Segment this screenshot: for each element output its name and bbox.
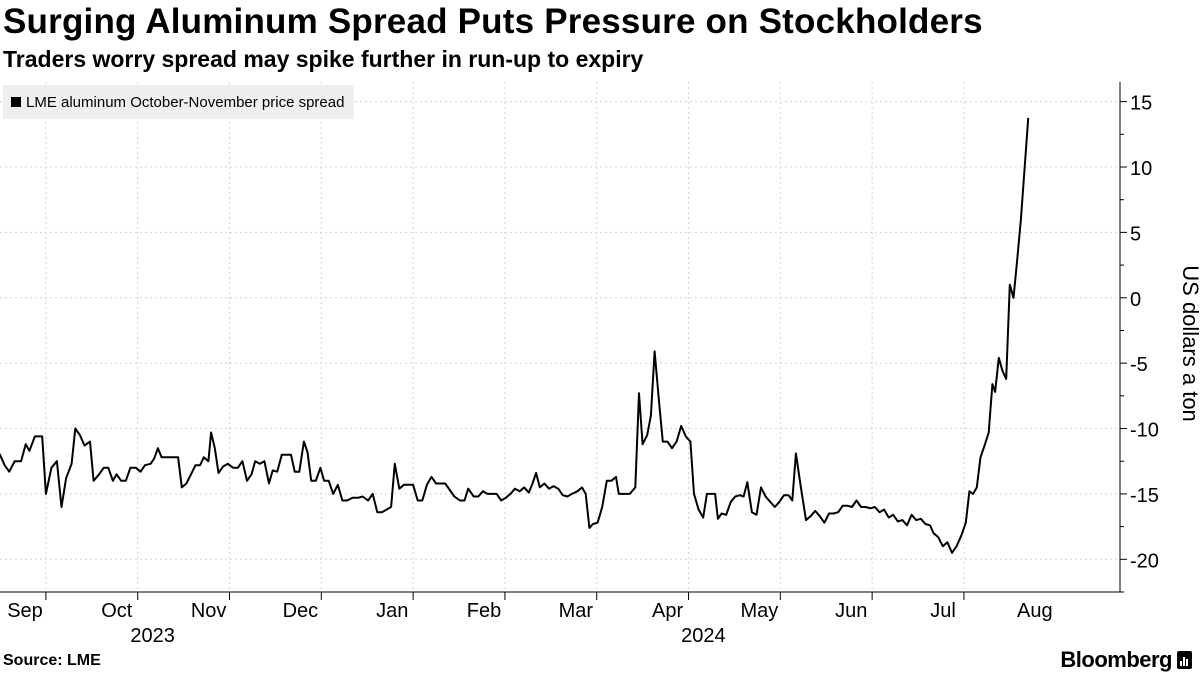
bloomberg-bars-icon (1177, 651, 1192, 669)
x-tick-label: Dec (283, 600, 319, 622)
brand-name: Bloomberg (1060, 647, 1172, 672)
x-tick-label: Apr (652, 600, 683, 622)
x-tick-label: Jul (930, 600, 956, 622)
y-tick-label: -15 (1130, 485, 1159, 507)
brand-logo: Bloomberg (1060, 647, 1192, 673)
y-tick-label: -20 (1130, 550, 1159, 572)
x-tick-label: Jan (376, 600, 408, 622)
x-tick-label: Aug (1017, 600, 1053, 622)
x-tick-label: Sep (7, 600, 43, 622)
year-label: 2024 (681, 625, 726, 647)
price-spread-line (0, 117, 1030, 554)
x-tick-label: May (741, 600, 779, 622)
source-note: Source: LME (3, 652, 101, 669)
y-tick-label: 0 (1130, 289, 1141, 311)
x-tick-label: Mar (559, 600, 594, 622)
chart-subtitle: Traders worry spread may spike further i… (3, 46, 644, 72)
x-tick-label: Feb (467, 600, 501, 622)
y-tick-label: -5 (1130, 354, 1148, 376)
y-tick-label: 15 (1130, 93, 1152, 115)
chart-title: Surging Aluminum Spread Puts Pressure on… (3, 2, 983, 41)
x-tick-label: Jun (835, 600, 867, 622)
y-axis-label: US dollars a ton (1178, 265, 1200, 422)
y-tick-label: 10 (1130, 158, 1152, 180)
x-tick-label: Oct (101, 600, 133, 622)
legend-swatch-icon (11, 97, 21, 107)
x-tick-label: Nov (191, 600, 227, 622)
year-label: 2023 (130, 625, 175, 647)
legend-label: LME aluminum October-November price spre… (26, 93, 345, 111)
y-tick-label: 5 (1130, 223, 1141, 245)
legend: LME aluminum October-November price spre… (3, 85, 355, 119)
y-tick-label: -10 (1130, 420, 1159, 442)
